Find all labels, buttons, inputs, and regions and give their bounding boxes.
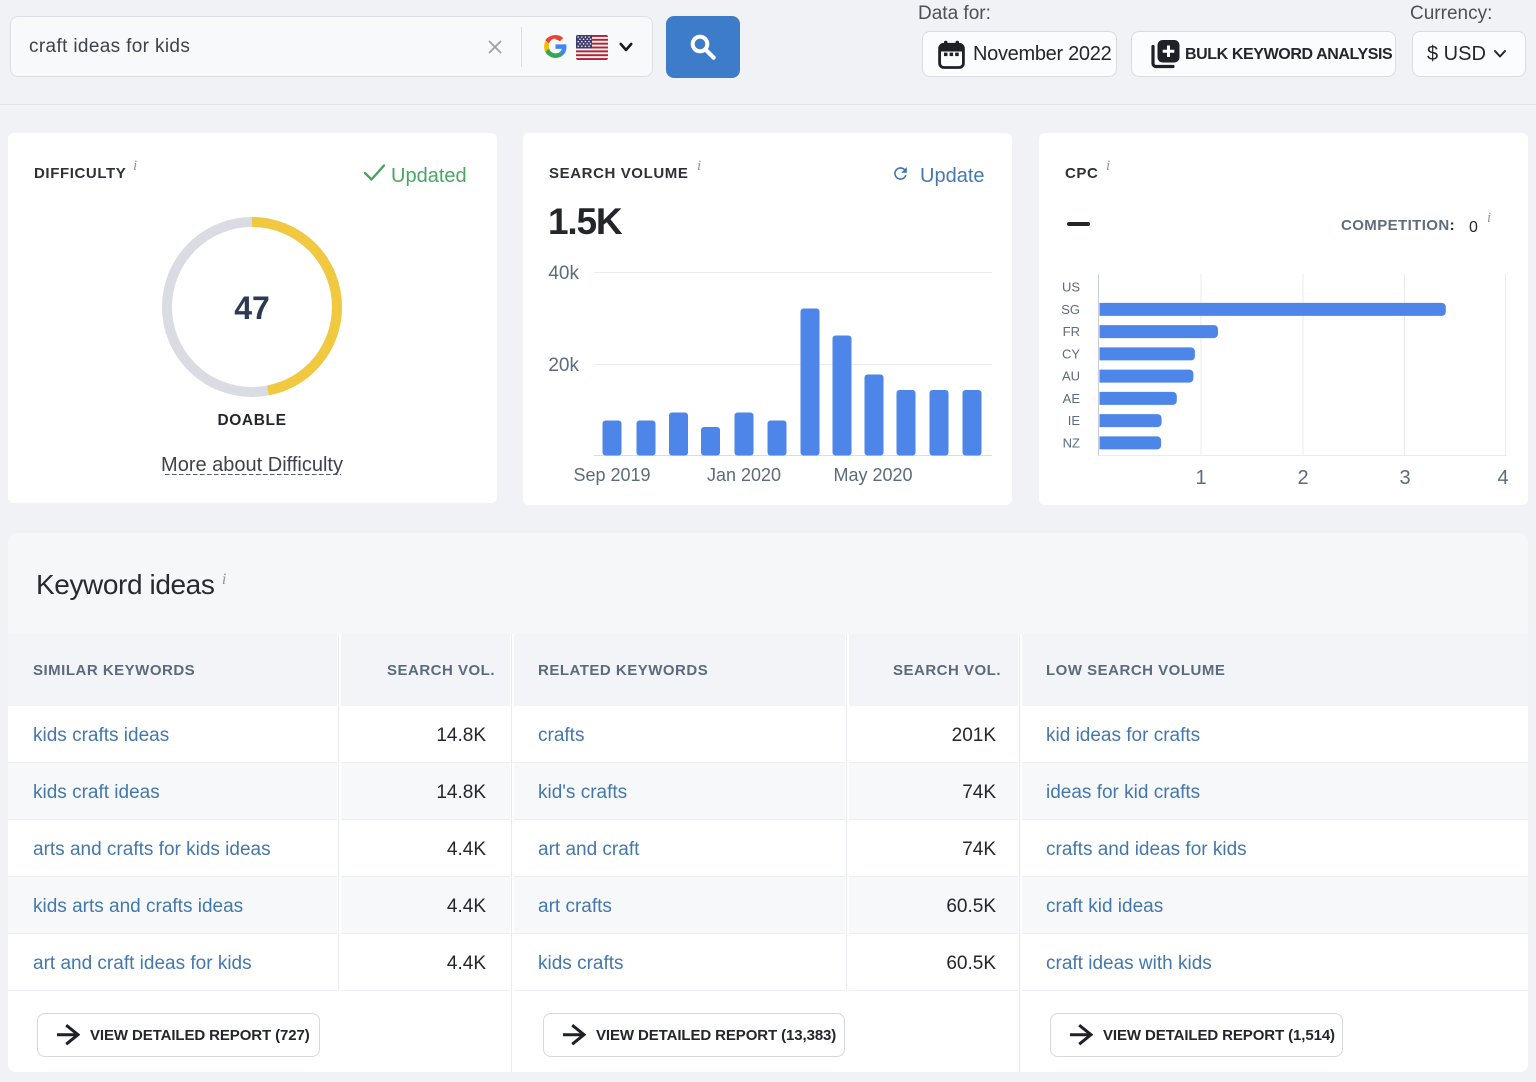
svg-text:SG: SG <box>1061 302 1080 317</box>
svg-text:1: 1 <box>1195 467 1206 489</box>
svg-text:US: US <box>1062 280 1080 295</box>
svg-text:NZ: NZ <box>1063 435 1080 450</box>
svg-text:AE: AE <box>1063 391 1081 406</box>
svg-text:2: 2 <box>1297 467 1308 489</box>
svg-text:40k: 40k <box>548 263 579 284</box>
svg-text:IE: IE <box>1068 413 1081 428</box>
svg-text:FR: FR <box>1063 324 1080 339</box>
svg-text:4: 4 <box>1497 467 1508 489</box>
svg-text:20k: 20k <box>548 355 579 376</box>
svg-text:Sep 2019: Sep 2019 <box>573 465 650 485</box>
svg-text:CY: CY <box>1062 346 1080 361</box>
svg-text:May 2020: May 2020 <box>833 465 912 485</box>
svg-text:Jan 2020: Jan 2020 <box>707 465 781 485</box>
svg-text:AU: AU <box>1062 369 1080 384</box>
svg-text:3: 3 <box>1399 467 1410 489</box>
